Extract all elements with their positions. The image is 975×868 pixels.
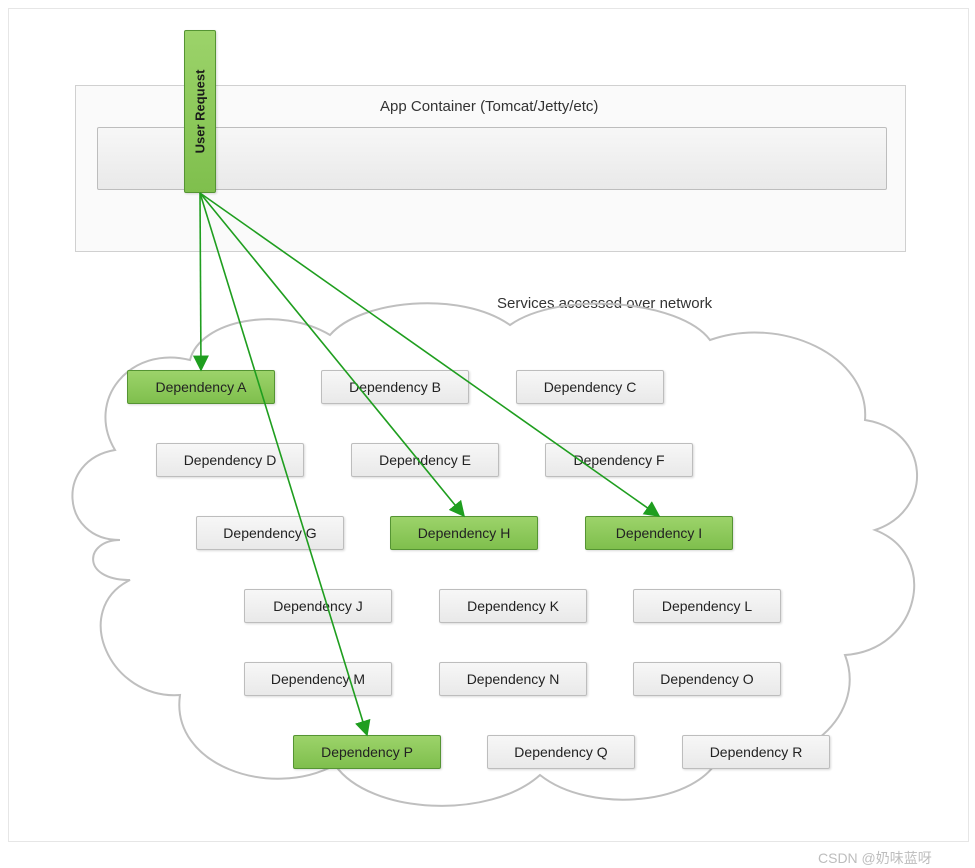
dependency-j: Dependency J	[244, 589, 392, 623]
dependency-i: Dependency I	[585, 516, 733, 550]
dependency-a: Dependency A	[127, 370, 275, 404]
dependency-r: Dependency R	[682, 735, 830, 769]
services-title: Services accessed over network	[497, 295, 712, 312]
dependency-h: Dependency H	[390, 516, 538, 550]
dependency-f: Dependency F	[545, 443, 693, 477]
user-request-label: User Request	[193, 70, 208, 154]
dependency-b: Dependency B	[321, 370, 469, 404]
dependency-m: Dependency M	[244, 662, 392, 696]
dependency-l: Dependency L	[633, 589, 781, 623]
dependency-k: Dependency K	[439, 589, 587, 623]
dependency-g: Dependency G	[196, 516, 344, 550]
dependency-c: Dependency C	[516, 370, 664, 404]
user-request-box: User Request	[184, 30, 216, 193]
dependency-p: Dependency P	[293, 735, 441, 769]
dependency-o: Dependency O	[633, 662, 781, 696]
watermark-text: CSDN @奶味蓝呀	[818, 848, 932, 868]
app-container-title: App Container (Tomcat/Jetty/etc)	[380, 98, 598, 115]
dependency-e: Dependency E	[351, 443, 499, 477]
dependency-d: Dependency D	[156, 443, 304, 477]
dependency-q: Dependency Q	[487, 735, 635, 769]
dependency-n: Dependency N	[439, 662, 587, 696]
